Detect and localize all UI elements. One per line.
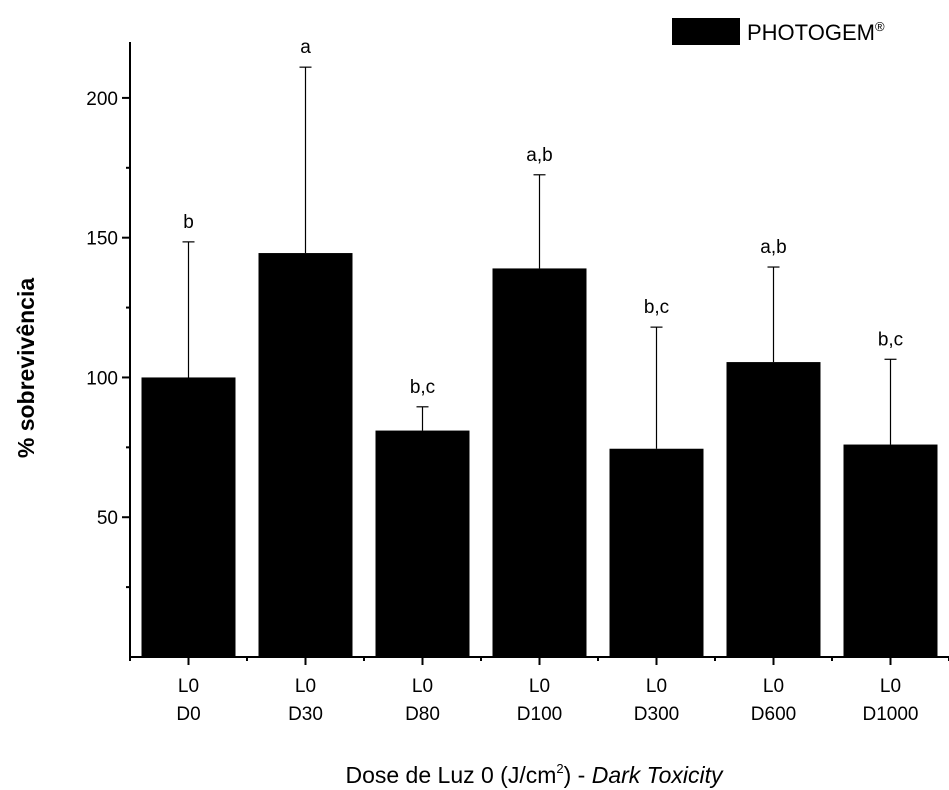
x-tick-label-line1: L0 [646, 676, 667, 697]
bar [375, 430, 470, 657]
y-tick-label: 50 [97, 508, 118, 529]
bar [141, 377, 236, 657]
x-tick-label-line2: D30 [288, 704, 323, 725]
x-ticks-group: L0 D0 L0 D30 L0 D80 L0 D100 L0 D300 L0 D600 L0 D1000 [129, 657, 949, 725]
x-tick-label-line2: D600 [751, 704, 796, 725]
significance-label: b,c [410, 377, 435, 398]
significance-label: a,b [760, 237, 786, 258]
x-tick-label-line1: L0 [295, 676, 316, 697]
y-tick-label: 150 [86, 229, 118, 250]
x-tick-label-line1: L0 [529, 676, 550, 697]
x-axis-title: Dose de Luz 0 (J/cm2) - Dark Toxicity [345, 761, 724, 788]
x-tick-label-line2: D80 [405, 704, 440, 725]
y-ticks-group: 50 100 150 200 [86, 89, 130, 589]
legend-series-mark: ® [875, 19, 885, 34]
x-tick-label-line2: D300 [634, 704, 679, 725]
x-axis-title-italic: Dark Toxicity [592, 762, 724, 788]
significance-label: b [183, 212, 194, 233]
legend-swatch [672, 18, 740, 45]
bar [258, 253, 353, 657]
y-axis-title: % sobrevivência [13, 278, 39, 458]
legend-label: PHOTOGEM® [747, 19, 885, 45]
bars-group [141, 253, 938, 657]
x-axis-title-text: Dose de Luz 0 (J/cm2) - Dark Toxicity [345, 761, 724, 788]
y-axis-title-text: % sobrevivência [13, 278, 39, 458]
significance-labels-group: b a b,c a,b b,c a,b b,c [183, 37, 903, 398]
bar [492, 268, 587, 657]
significance-label: b,c [878, 329, 903, 350]
x-axis-title-close: ) - [564, 762, 592, 788]
significance-label: b,c [644, 297, 669, 318]
legend: PHOTOGEM® [672, 18, 885, 45]
x-tick-label-line1: L0 [412, 676, 433, 697]
x-tick-label-line2: D0 [176, 704, 200, 725]
significance-label: a [300, 37, 311, 58]
legend-series-name: PHOTOGEM [747, 20, 875, 45]
bar [726, 362, 821, 657]
bar [843, 444, 938, 657]
x-tick-label-line2: D1000 [863, 704, 919, 725]
y-tick-label: 100 [86, 368, 118, 389]
x-tick-label-line1: L0 [763, 676, 784, 697]
x-axis-title-main: Dose de Luz 0 (J/cm [345, 762, 556, 788]
x-tick-label-line2: D100 [517, 704, 562, 725]
error-bars-group [182, 66, 897, 449]
x-tick-label-line1: L0 [880, 676, 901, 697]
x-axis-title-sup: 2 [556, 761, 563, 776]
significance-label: a,b [526, 145, 552, 166]
bar [609, 448, 704, 657]
y-tick-label: 200 [86, 89, 118, 110]
x-tick-label-line1: L0 [178, 676, 199, 697]
